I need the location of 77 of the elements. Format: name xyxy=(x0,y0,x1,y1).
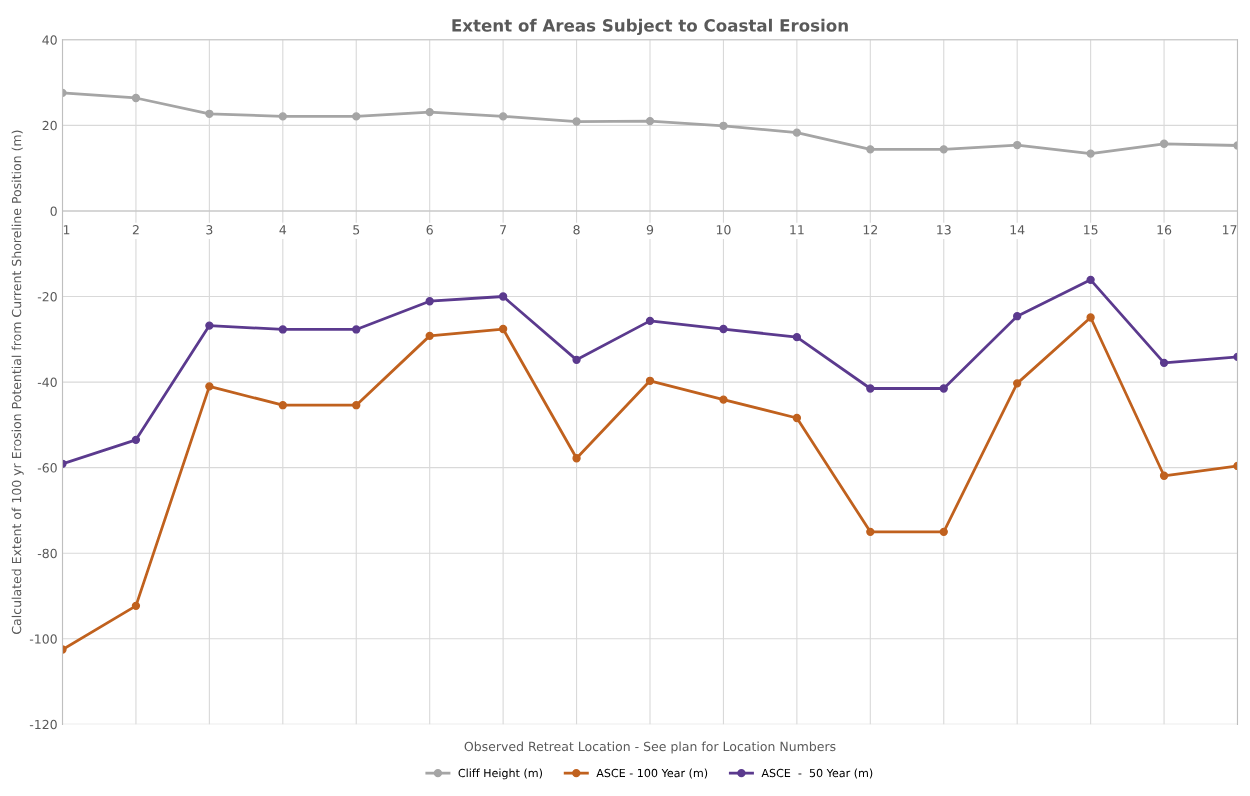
x-tick-label: 6 xyxy=(426,225,433,235)
chart-title: Extent of Areas Subject to Coastal Erosion xyxy=(452,18,848,36)
point xyxy=(719,324,728,334)
y-tick-label: -100 xyxy=(29,634,57,644)
x-axis-title: Observed Retreat Location - See plan for Location Numbers xyxy=(464,741,836,754)
x-tick-label: 16 xyxy=(1157,225,1172,235)
point xyxy=(278,401,287,410)
x-tick-label: 9 xyxy=(646,225,654,235)
x-tick-label: 8 xyxy=(573,225,580,235)
point xyxy=(792,413,802,423)
point xyxy=(1159,139,1169,148)
legend-label: ASCE - 100 Year (m) xyxy=(596,768,708,779)
y-tick-label: 20 xyxy=(42,120,57,131)
point xyxy=(792,332,802,342)
point xyxy=(792,128,802,137)
x-tick-label: 1 xyxy=(63,225,70,235)
point xyxy=(498,112,508,121)
x-tick-label: 10 xyxy=(716,225,731,235)
y-tick-label: -80 xyxy=(37,548,57,559)
x-tick-label: 13 xyxy=(937,225,951,235)
point xyxy=(645,376,655,385)
point xyxy=(866,527,875,536)
point xyxy=(1013,140,1022,150)
point xyxy=(939,145,948,154)
point xyxy=(205,109,214,118)
point xyxy=(425,331,434,341)
point xyxy=(352,401,361,410)
y-axis-title: Calculated Extent of 100 yr Erosion Potential from Current Shoreline Position (m) xyxy=(11,130,24,634)
point xyxy=(572,454,581,463)
point xyxy=(131,93,141,103)
x-tick-label: 3 xyxy=(206,225,213,235)
point xyxy=(352,112,361,121)
x-tick-label: 12 xyxy=(863,225,878,235)
x-tick-label: 5 xyxy=(353,225,360,235)
point xyxy=(1086,275,1095,284)
point xyxy=(278,112,287,121)
point xyxy=(1013,379,1022,388)
point xyxy=(1159,471,1169,480)
x-tick-label: 17 xyxy=(1222,225,1237,235)
point xyxy=(719,395,728,404)
point xyxy=(939,527,948,536)
y-tick-label: 0 xyxy=(50,206,57,216)
y-tick-label: -20 xyxy=(37,291,57,302)
point xyxy=(1159,358,1169,367)
point xyxy=(498,324,508,334)
point xyxy=(425,297,434,306)
legend-label: ASCE - 50 Year (m) xyxy=(761,768,873,779)
point xyxy=(1086,313,1095,322)
point xyxy=(645,116,655,126)
x-tick-label: 4 xyxy=(279,225,287,235)
point xyxy=(205,382,214,391)
x-tick-label: 7 xyxy=(500,225,507,235)
point xyxy=(866,145,875,154)
point xyxy=(1086,149,1095,158)
x-tick-label: 15 xyxy=(1084,225,1098,235)
point xyxy=(205,321,214,330)
y-tick-label: 40 xyxy=(42,35,57,45)
point xyxy=(131,435,141,445)
point xyxy=(572,117,581,126)
legend-label: Cliff Height (m) xyxy=(458,768,542,780)
point xyxy=(939,384,948,393)
point xyxy=(131,601,141,611)
point xyxy=(1013,312,1022,321)
point xyxy=(425,107,434,117)
point xyxy=(645,316,655,326)
x-tick-label: 11 xyxy=(790,225,804,235)
x-tick-label: 2 xyxy=(132,225,139,235)
point xyxy=(352,325,361,334)
point xyxy=(719,121,728,130)
point xyxy=(278,325,287,334)
point xyxy=(866,384,875,393)
y-tick-label: -60 xyxy=(37,463,57,473)
y-tick-label: -120 xyxy=(29,719,57,730)
y-tick-label: -40 xyxy=(37,377,57,388)
x-tick-label: 14 xyxy=(1010,225,1025,235)
point xyxy=(572,355,581,364)
point xyxy=(498,292,508,301)
